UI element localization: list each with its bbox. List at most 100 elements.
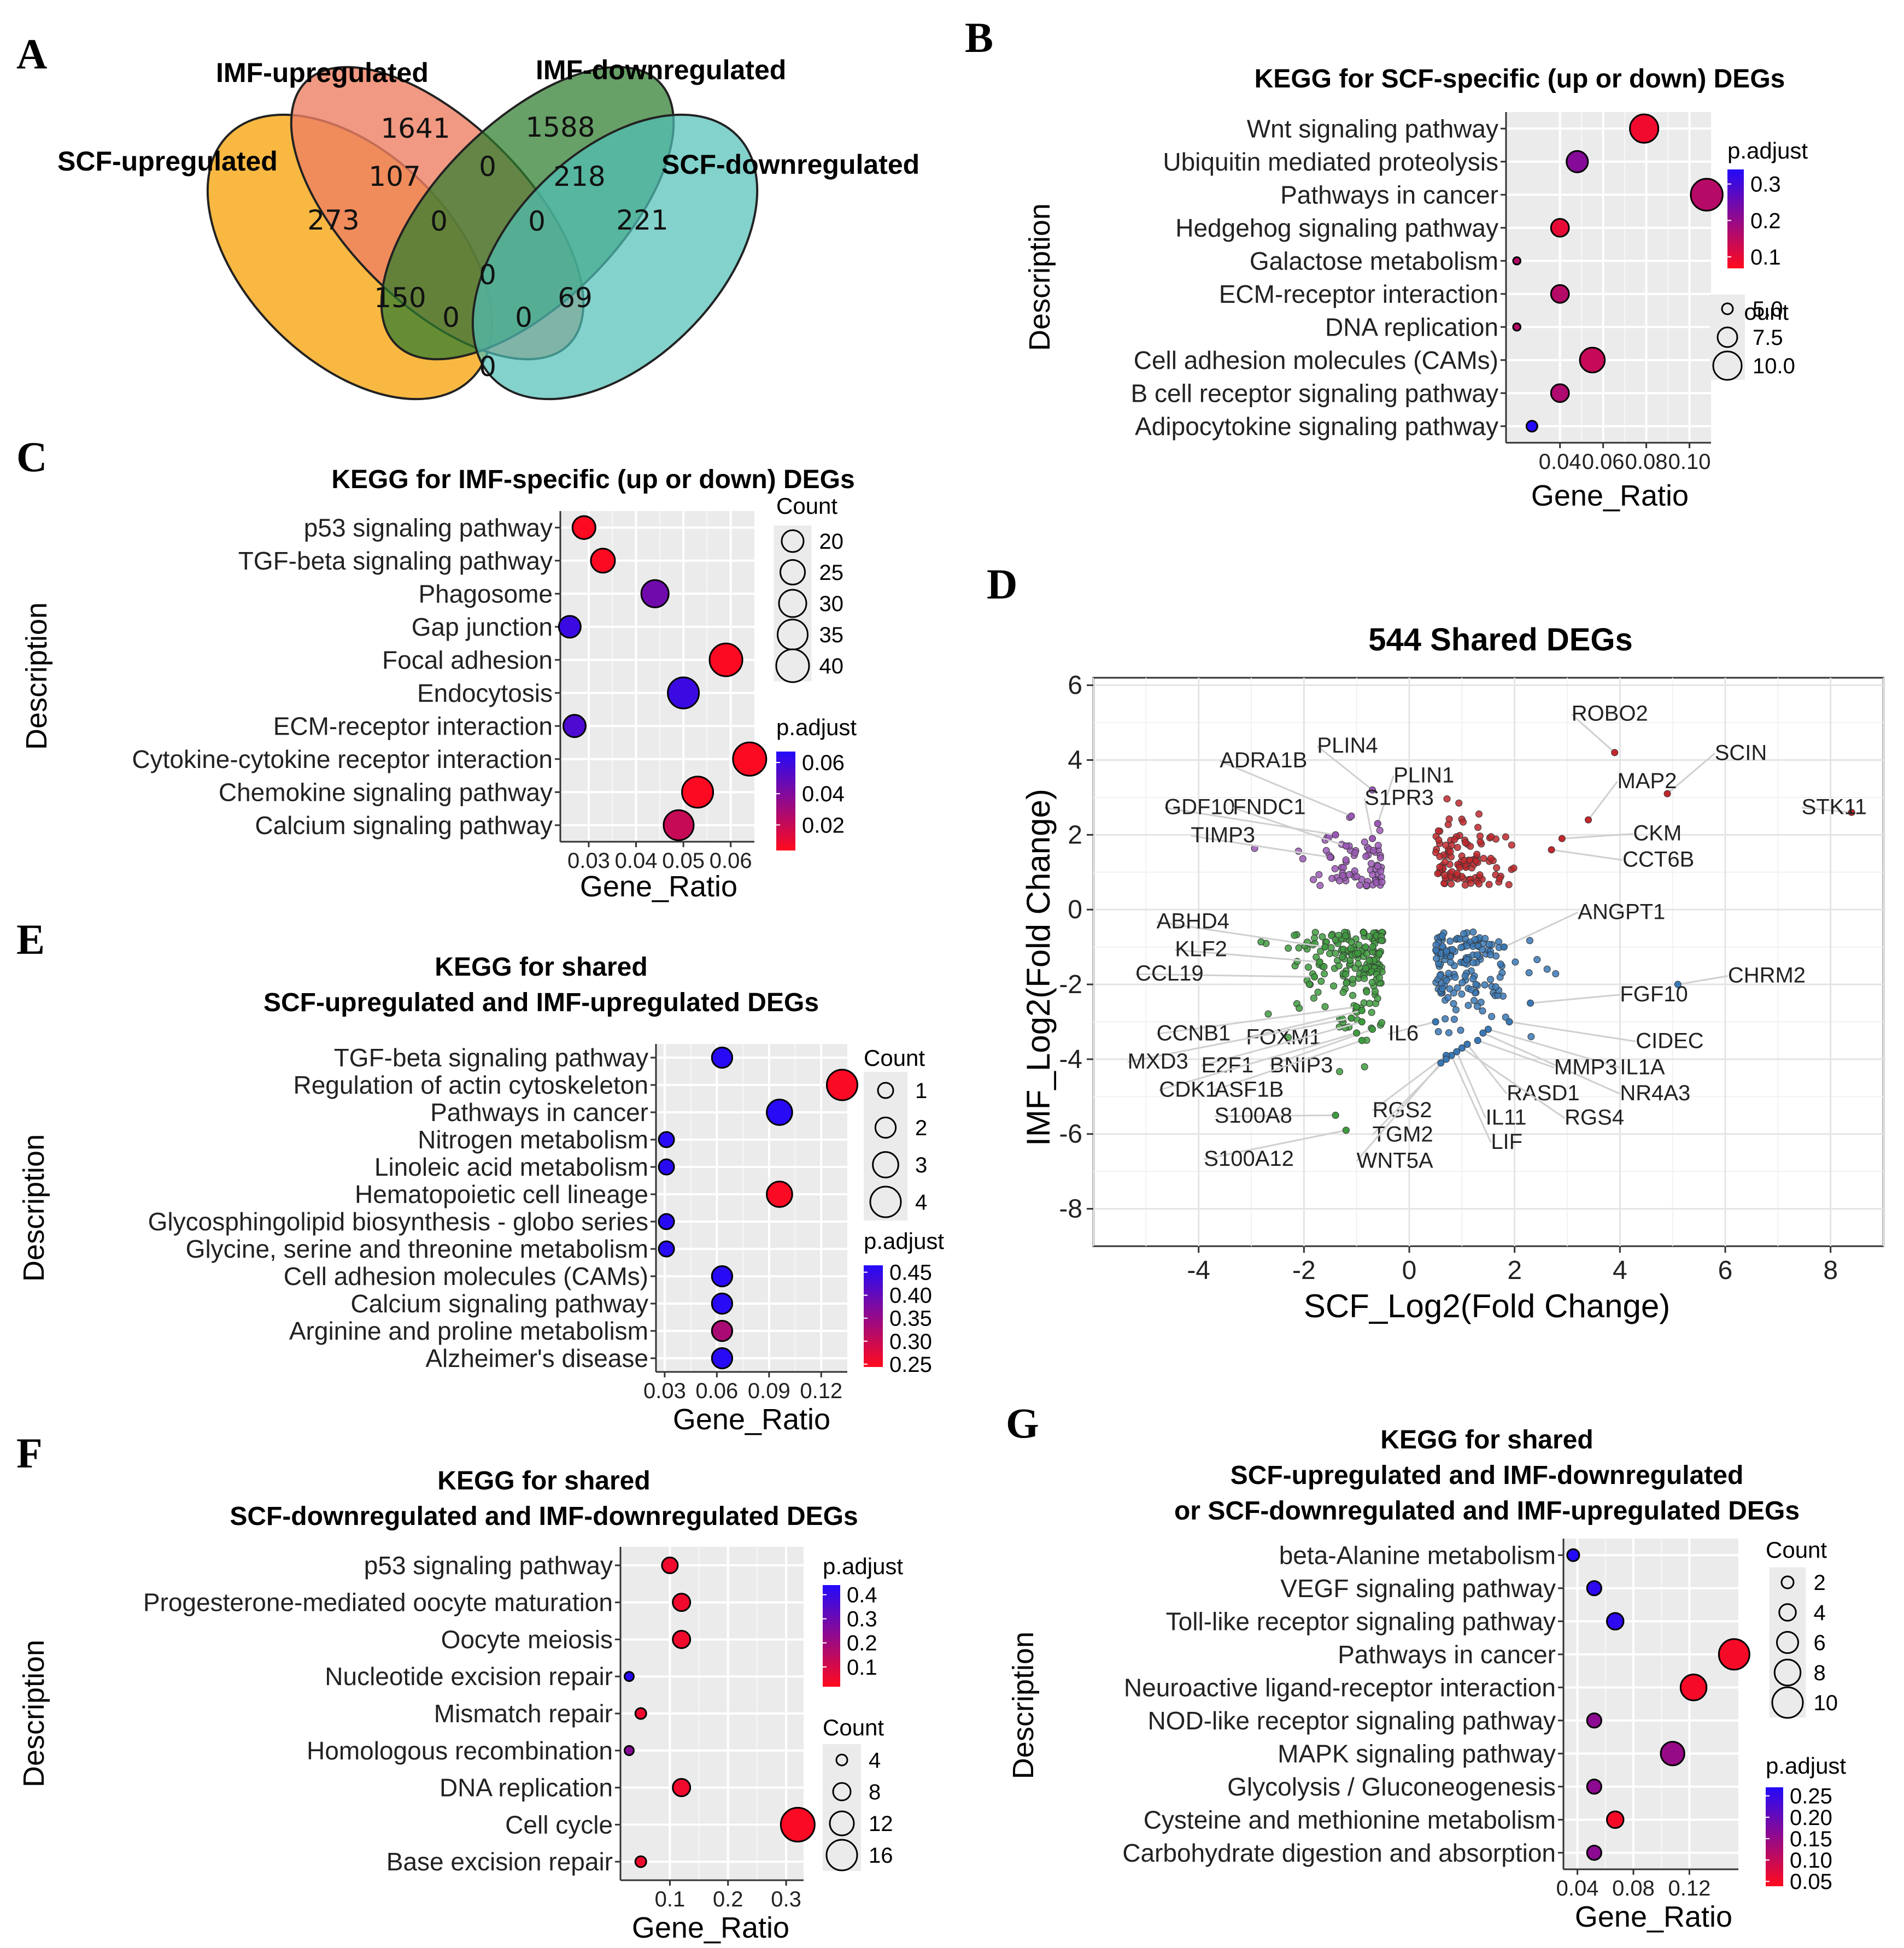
data-point [1443, 795, 1451, 803]
legend-color-step [864, 1346, 883, 1349]
legend-color-step [864, 1341, 883, 1345]
dot-dna-replication [1512, 322, 1522, 332]
legend-color-step [1727, 214, 1744, 217]
gene-point-klf2 [1316, 958, 1323, 966]
legend-color-step [823, 1628, 840, 1632]
data-point [1471, 936, 1479, 943]
category-label-pathways-in-cancer: Pathways in cancer [1280, 180, 1498, 209]
legend-size-label: 7.5 [1753, 326, 1783, 350]
legend-color-step [823, 1630, 840, 1634]
dot-alzheimer-s-disease [711, 1347, 734, 1370]
data-point [1361, 1063, 1368, 1071]
legend-color-step [1727, 228, 1744, 232]
leader-line [1678, 975, 1729, 985]
x-tick-label: 0.04 [615, 849, 658, 873]
legend-color-step [823, 1651, 840, 1654]
data-point [1257, 938, 1265, 946]
leader-line [1127, 1017, 1352, 1063]
category-label-cell-adhesion-molecules-cams: Cell adhesion molecules (CAMs) [284, 1262, 648, 1290]
legend-color-step [823, 1587, 840, 1591]
gene-label-adra1b: ADRA1B [1220, 748, 1307, 772]
data-point [1526, 937, 1533, 944]
data-point [1343, 979, 1350, 987]
gene-label-il11: IL11 [1486, 1106, 1527, 1130]
dot-glycosphingolipid-biosynthesis-globo-series [658, 1213, 675, 1230]
legend-color-step [1727, 240, 1744, 244]
data-point [1347, 944, 1355, 952]
data-point [1457, 944, 1465, 952]
legend-color-step [1727, 258, 1744, 261]
dot-nitrogen-metabolism [658, 1131, 675, 1148]
legend-color-step [864, 1316, 883, 1319]
leader-line [1156, 920, 1326, 948]
data-point [1366, 957, 1373, 965]
x-tick-label: 0.03 [643, 1379, 686, 1403]
gene-label-plin4: PLIN4 [1317, 734, 1378, 758]
gene-point-rgs4 [1458, 1044, 1466, 1052]
category-label-carbohydrate-digestion-and-absorption: Carbohydrate digestion and absorption [1122, 1839, 1556, 1867]
data-point [1296, 1004, 1303, 1012]
leader-line [1246, 1010, 1362, 1038]
data-point [1480, 854, 1487, 862]
legend-color-step [823, 1598, 840, 1601]
kegg-dotplot-f: KEGG for shared SCF-downregulated and IMF… [17, 1466, 903, 1944]
y-axis-title: IMF_Log2(Fold Change) [1020, 789, 1057, 1146]
data-point [1321, 1003, 1329, 1011]
legend-color-step [1727, 260, 1744, 263]
legend-size-label: 35 [819, 623, 844, 647]
legend-color-label: 0.15 [1790, 1827, 1832, 1851]
legend-size-circle [829, 1810, 855, 1836]
gene-point-tgm2 [1442, 1055, 1450, 1063]
data-point [1369, 943, 1376, 950]
data-point [1363, 882, 1370, 889]
legend-color-step [1766, 1799, 1783, 1803]
data-point [1438, 932, 1446, 940]
legend-size-label: 4 [869, 1748, 881, 1773]
legend-color-step [864, 1356, 883, 1360]
legend-color-step [823, 1683, 840, 1687]
legend-color-step [864, 1270, 883, 1274]
legend-size-key-bg [774, 556, 812, 588]
legend-size-label: 10 [1814, 1691, 1838, 1715]
category-label-nitrogen-metabolism: Nitrogen metabolism [418, 1125, 648, 1154]
data-point [1367, 860, 1375, 867]
data-point [1445, 970, 1452, 977]
legend-size-circle [877, 1082, 894, 1099]
x-tick-label: 0.04 [1539, 450, 1581, 474]
data-point [1461, 972, 1469, 980]
gene-point-plin4 [1369, 786, 1376, 794]
x-axis-title: SCF_Log2(Fold Change) [1304, 1288, 1670, 1324]
x-tick-label: 0.12 [800, 1379, 842, 1403]
legend-color-label: 0.04 [802, 782, 845, 806]
gene-point-il1a [1485, 1025, 1492, 1033]
gene-label-abhd4: ABHD4 [1157, 909, 1229, 933]
x-axis-title: Gene_Ratio [580, 870, 737, 903]
gene-point-cdk1 [1353, 1029, 1361, 1037]
legend-color-label: 0.40 [889, 1284, 932, 1308]
venn-ellipses [206, 66, 759, 401]
data-point [1328, 875, 1336, 882]
legend-color-step [1727, 265, 1744, 268]
legend-color-step [823, 1643, 840, 1646]
gene-point-bnip3 [1369, 1025, 1376, 1033]
legend-color-step [823, 1671, 840, 1674]
category-label-nucleotide-excision-repair: Nucleotide excision repair [325, 1662, 613, 1691]
legend-size-label: 5.0 [1753, 297, 1783, 321]
chart-title: KEGG for IMF-specific (up or down) DEGs [331, 465, 854, 494]
legend-color-step [776, 845, 795, 848]
data-point [1354, 949, 1362, 957]
gene-point-asf1b [1358, 1037, 1366, 1045]
data-point [1460, 856, 1468, 864]
dot-pathways-in-cancer [1718, 1638, 1750, 1671]
legend-color-title: p.adjust [1727, 138, 1808, 163]
kegg-dotplot-b: KEGG for SCF-specific (up or down) DEGs 0… [1023, 64, 1808, 512]
legend-color-step [1766, 1822, 1783, 1825]
legend-size-label: 10.0 [1753, 354, 1795, 378]
legend-color-step [776, 783, 795, 787]
chart-title: KEGG for shared [435, 953, 647, 982]
data-point [1512, 958, 1519, 966]
leader-line [1483, 1032, 1620, 1095]
dot-glycine-serine-and-threonine-metabolism [658, 1240, 675, 1258]
legend-color-step [776, 756, 795, 760]
